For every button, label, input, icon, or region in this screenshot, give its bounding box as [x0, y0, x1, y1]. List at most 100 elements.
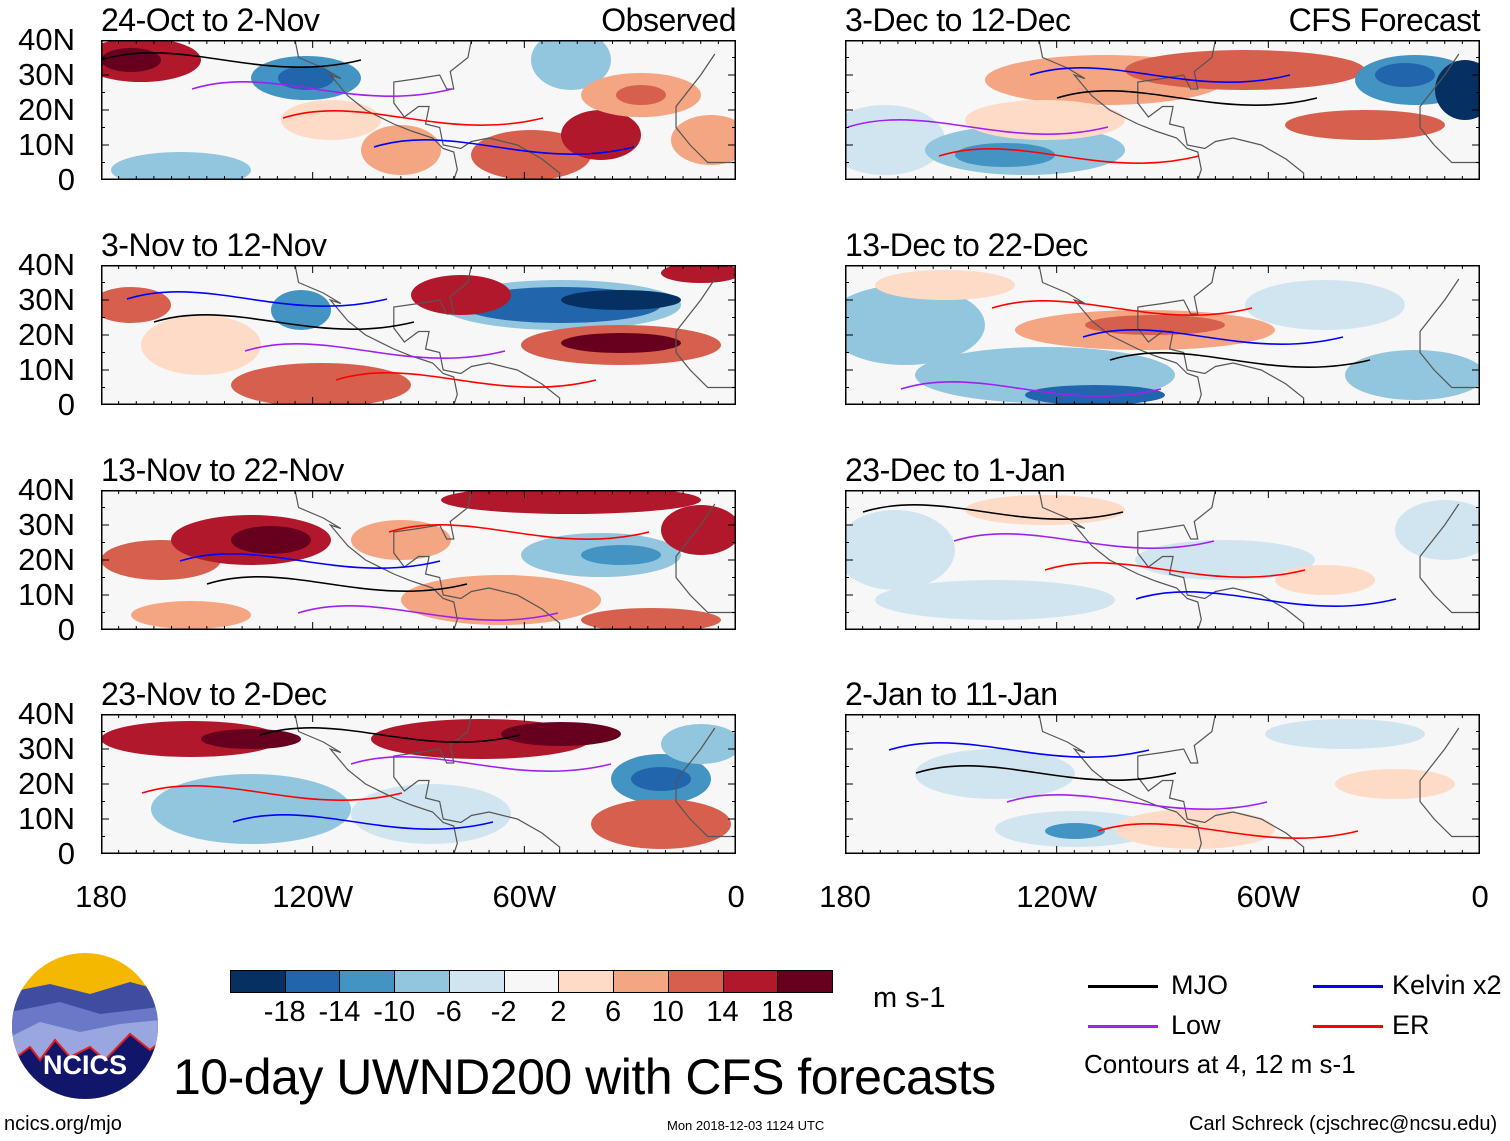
wind-anomaly-region — [561, 333, 681, 353]
coastline — [294, 490, 458, 630]
wind-anomaly-region — [351, 520, 451, 560]
wind-anomaly-region — [631, 767, 691, 791]
contour-line — [847, 119, 1109, 135]
wind-anomaly-region — [661, 505, 736, 555]
colorbar-swatch — [722, 970, 779, 993]
panel-title: 24-Oct to 2-Nov — [101, 2, 320, 38]
wind-anomaly-region — [845, 510, 955, 590]
coastline — [1419, 53, 1480, 164]
observed-label: Observed — [601, 2, 736, 38]
contour-line — [938, 148, 1200, 164]
contour-line — [206, 576, 468, 592]
contour-line — [915, 765, 1177, 781]
legend-label-low: Low — [1171, 1010, 1221, 1040]
colorbar-label: 14 — [706, 996, 739, 1028]
wind-anomaly-region — [1395, 500, 1480, 560]
coastline — [675, 53, 736, 164]
map-panel — [845, 40, 1480, 180]
contour-line — [141, 785, 403, 801]
lon-tick-label: 120W — [1016, 879, 1098, 914]
wind-anomaly-region — [471, 130, 591, 180]
map-panel — [101, 490, 736, 630]
wind-anomaly-region — [1335, 769, 1455, 799]
wind-anomaly-region — [591, 799, 731, 849]
contour-line — [335, 372, 597, 388]
lon-tick-label: 180 — [75, 879, 127, 914]
contour-line — [888, 742, 1150, 758]
footer-timestamp: Mon 2018-12-03 1124 UTC — [667, 1118, 825, 1133]
contour-line — [126, 291, 388, 307]
lat-tick-label: 20N — [18, 317, 75, 352]
contour-line — [1097, 823, 1359, 839]
wind-anomaly-region — [1135, 540, 1315, 580]
wind-anomaly-region — [501, 722, 621, 746]
contour-line — [1044, 562, 1306, 578]
wind-anomaly-region — [965, 495, 1125, 525]
map-panel — [845, 714, 1480, 854]
wind-anomaly-region — [361, 125, 441, 175]
wind-anomaly-region — [411, 275, 511, 315]
contour-line — [1135, 591, 1397, 607]
wind-anomaly-region — [101, 287, 171, 323]
wind-anomaly-region — [1345, 350, 1480, 400]
colorbar-swatch — [558, 970, 615, 993]
lat-tick-label: 10N — [18, 352, 75, 387]
colorbar-swatch — [284, 970, 341, 993]
wind-anomaly-region — [1125, 50, 1365, 90]
wind-anomaly-region — [915, 749, 1075, 799]
coastline — [294, 265, 458, 405]
lon-tick-label: 60W — [492, 879, 557, 914]
wind-anomaly-region — [661, 265, 736, 283]
legend-line-er — [1313, 1025, 1383, 1028]
forecast-label: CFS Forecast — [1288, 2, 1481, 38]
colorbar-swatch — [394, 970, 450, 993]
legend-label-mjo: MJO — [1171, 970, 1228, 1000]
svg-text:NCICS: NCICS — [43, 1050, 127, 1080]
contour-line — [244, 343, 506, 359]
colorbar-label: -10 — [373, 996, 416, 1028]
lon-tick-label: 120W — [272, 879, 354, 914]
lon-tick-label: 0 — [1471, 879, 1489, 914]
colorbar-label: 18 — [761, 996, 794, 1028]
lat-tick-label: 40N — [18, 696, 75, 731]
legend-line-mjo — [1088, 985, 1158, 988]
contour-line — [153, 314, 415, 330]
coastline — [1137, 40, 1305, 180]
contour-line — [862, 504, 1124, 520]
wind-anomaly-region — [845, 285, 985, 365]
ncics-logo: NCICS — [12, 953, 158, 1099]
contour-line — [991, 300, 1253, 316]
wind-anomaly-region — [281, 100, 381, 140]
legend-label-kelvin: Kelvin x2 — [1392, 970, 1502, 1000]
colorbar-label: -18 — [263, 996, 306, 1028]
wind-anomaly-region — [616, 85, 666, 105]
legend-line-kelvin — [1313, 985, 1383, 988]
wind-anomaly-region — [1275, 565, 1375, 595]
coastline — [1038, 40, 1202, 180]
colorbar-swatch — [230, 970, 286, 993]
wind-anomaly-region — [201, 729, 301, 749]
contour-line — [282, 110, 544, 126]
contour-line — [191, 81, 453, 97]
contour-line — [1109, 352, 1371, 368]
panel-title: 23-Dec to 1-Jan — [845, 452, 1066, 488]
legend-label-er: ER — [1392, 1010, 1430, 1040]
wind-anomaly-region — [875, 580, 1115, 620]
wind-anomaly-region — [875, 270, 1015, 300]
panel-title: 3-Dec to 12-Dec — [845, 2, 1071, 38]
panel-title: 23-Nov to 2-Dec — [101, 676, 327, 712]
coastline — [1419, 278, 1480, 389]
map-panel — [845, 490, 1480, 630]
wind-anomaly-region — [1045, 823, 1105, 839]
panel-title: 13-Nov to 22-Nov — [101, 452, 344, 488]
colorbar-units: m s-1 — [873, 982, 946, 1014]
wind-anomaly-region — [278, 66, 334, 90]
colorbar-label: -6 — [436, 996, 462, 1028]
wind-anomaly-region — [1375, 63, 1435, 87]
wind-anomaly-region — [141, 315, 261, 375]
contour-line — [232, 814, 494, 830]
coastline — [393, 265, 561, 405]
colorbar-label: -2 — [490, 996, 517, 1028]
coastline — [1137, 490, 1305, 630]
contour-line — [1082, 329, 1344, 345]
